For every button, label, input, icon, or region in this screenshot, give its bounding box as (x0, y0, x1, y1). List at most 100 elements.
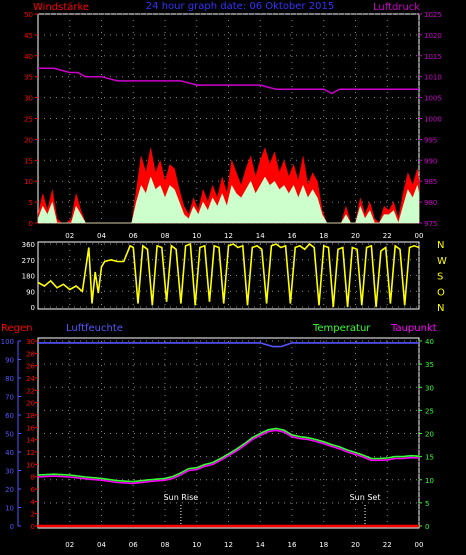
sun-annotation-label: Sun Set (350, 493, 381, 502)
pressure-tick-label: 985 (424, 178, 437, 186)
direction-tick-label: 360 (22, 241, 35, 249)
temperature-tick-label: 40 (425, 338, 434, 346)
humidity-label: Luftfeuchte (66, 323, 123, 334)
x-tick-label: 00 (415, 232, 424, 240)
x-tick-label: 10 (192, 541, 201, 549)
graph-title: 24 hour graph date: 06 Oktober 2015 (146, 1, 334, 12)
wind-tick-label: 20 (24, 136, 33, 144)
rain-label: Regen (1, 323, 33, 334)
rain-tick-label: 28 (26, 350, 35, 358)
x-tick-label: 16 (288, 541, 297, 549)
rain-tick-label: 6 (31, 486, 36, 494)
temperature-line (37, 427, 420, 483)
x-tick-label: 06 (129, 232, 138, 240)
x-tick-label: 02 (65, 232, 74, 240)
x-tick-label: 08 (161, 541, 170, 549)
humidity-tick-label: 80 (5, 375, 14, 383)
humidity-tick-label: 60 (5, 412, 14, 420)
x-tick-label: 20 (351, 232, 360, 240)
pressure-tick-label: 1010 (424, 74, 442, 82)
sun-annotation-label: Sun Rise (164, 493, 199, 502)
temperature-tick-label: 35 (425, 361, 434, 369)
temperature-tick-label: 0 (425, 523, 429, 531)
rain-tick-label: 20 (26, 400, 35, 408)
pressure-tick-label: 1020 (424, 32, 442, 40)
pressure-tick-label: 990 (424, 157, 437, 165)
humidity-tick-label: 0 (10, 523, 14, 531)
x-tick-label: 04 (97, 232, 106, 240)
rain-tick-label: 0 (31, 523, 35, 531)
pressure-line (38, 67, 419, 95)
humidity-tick-label: 30 (5, 468, 14, 476)
wind-axis-label: Windstärke (33, 2, 89, 13)
compass-label: N (437, 240, 444, 251)
x-tick-label: 04 (97, 541, 106, 549)
x-tick-label: 14 (256, 232, 265, 240)
direction-tick-label: 270 (22, 257, 35, 265)
x-tick-label: 12 (224, 232, 233, 240)
wind-tick-label: 40 (24, 53, 33, 61)
compass-label: S (437, 272, 443, 283)
compass-label: N (437, 303, 444, 314)
rain-tick-label: 10 (26, 461, 35, 469)
x-tick-label: 10 (192, 232, 201, 240)
x-tick-label: 06 (129, 541, 138, 549)
wind-tick-label: 5 (29, 199, 33, 207)
direction-tick-label: 90 (26, 288, 35, 296)
humidity-tick-label: 90 (5, 357, 14, 365)
rain-tick-label: 16 (26, 424, 35, 432)
pressure-tick-label: 995 (424, 136, 437, 144)
dewpoint-label: Taupunkt (390, 323, 437, 334)
humidity-tick-label: 100 (1, 338, 14, 346)
rain-tick-label: 30 (26, 338, 35, 346)
humidity-tick-label: 20 (5, 486, 14, 494)
dewpoint-line (37, 429, 420, 485)
temperature-tick-label: 10 (425, 477, 434, 485)
compass-label: W (437, 256, 447, 267)
wind-tick-label: 25 (24, 116, 33, 124)
x-tick-label: 02 (65, 541, 74, 549)
direction-line (37, 242, 420, 308)
x-tick-label: 12 (224, 541, 233, 549)
rain-tick-label: 2 (31, 511, 35, 519)
x-tick-label: 20 (351, 541, 360, 549)
rain-tick-label: 24 (26, 375, 35, 383)
pressure-tick-label: 980 (424, 199, 437, 207)
x-tick-label: 08 (161, 232, 170, 240)
wind-tick-label: 0 (29, 220, 33, 228)
climate-chart: 0102030405060708090100024681012141618202… (1, 338, 434, 549)
temperature-tick-label: 15 (425, 454, 434, 462)
humidity-tick-label: 10 (5, 505, 14, 513)
temperature-tick-label: 5 (425, 500, 429, 508)
pressure-tick-label: 1005 (424, 95, 442, 103)
temperature-tick-label: 25 (425, 407, 434, 415)
rain-tick-label: 22 (26, 387, 35, 395)
rain-tick-label: 18 (26, 412, 35, 420)
pressure-tick-label: 1015 (424, 53, 442, 61)
x-tick-label: 14 (256, 541, 265, 549)
temperature-tick-label: 30 (425, 384, 434, 392)
humidity-tick-label: 40 (5, 449, 14, 457)
rain-tick-label: 4 (31, 498, 36, 506)
wind-area (37, 176, 420, 224)
rain-tick-label: 8 (31, 474, 35, 482)
x-tick-label: 18 (319, 232, 328, 240)
humidity-tick-label: 70 (5, 394, 14, 402)
wind-tick-label: 10 (24, 178, 33, 186)
wind-tick-label: 15 (24, 157, 33, 165)
rain-tick-label: 12 (26, 449, 35, 457)
wind-tick-label: 45 (24, 32, 33, 40)
wind-tick-label: 35 (24, 74, 33, 82)
humidity-tick-label: 50 (5, 431, 14, 439)
rain-tick-label: 26 (26, 363, 35, 371)
compass-label: O (437, 287, 445, 298)
x-tick-label: 18 (319, 541, 328, 549)
temperature-label: Temperatur (312, 323, 371, 334)
pressure-tick-label: 975 (424, 220, 437, 228)
temperature-tick-label: 20 (425, 431, 434, 439)
wind-tick-label: 50 (24, 11, 33, 19)
x-tick-label: 00 (415, 541, 424, 549)
wind-tick-label: 30 (24, 95, 33, 103)
